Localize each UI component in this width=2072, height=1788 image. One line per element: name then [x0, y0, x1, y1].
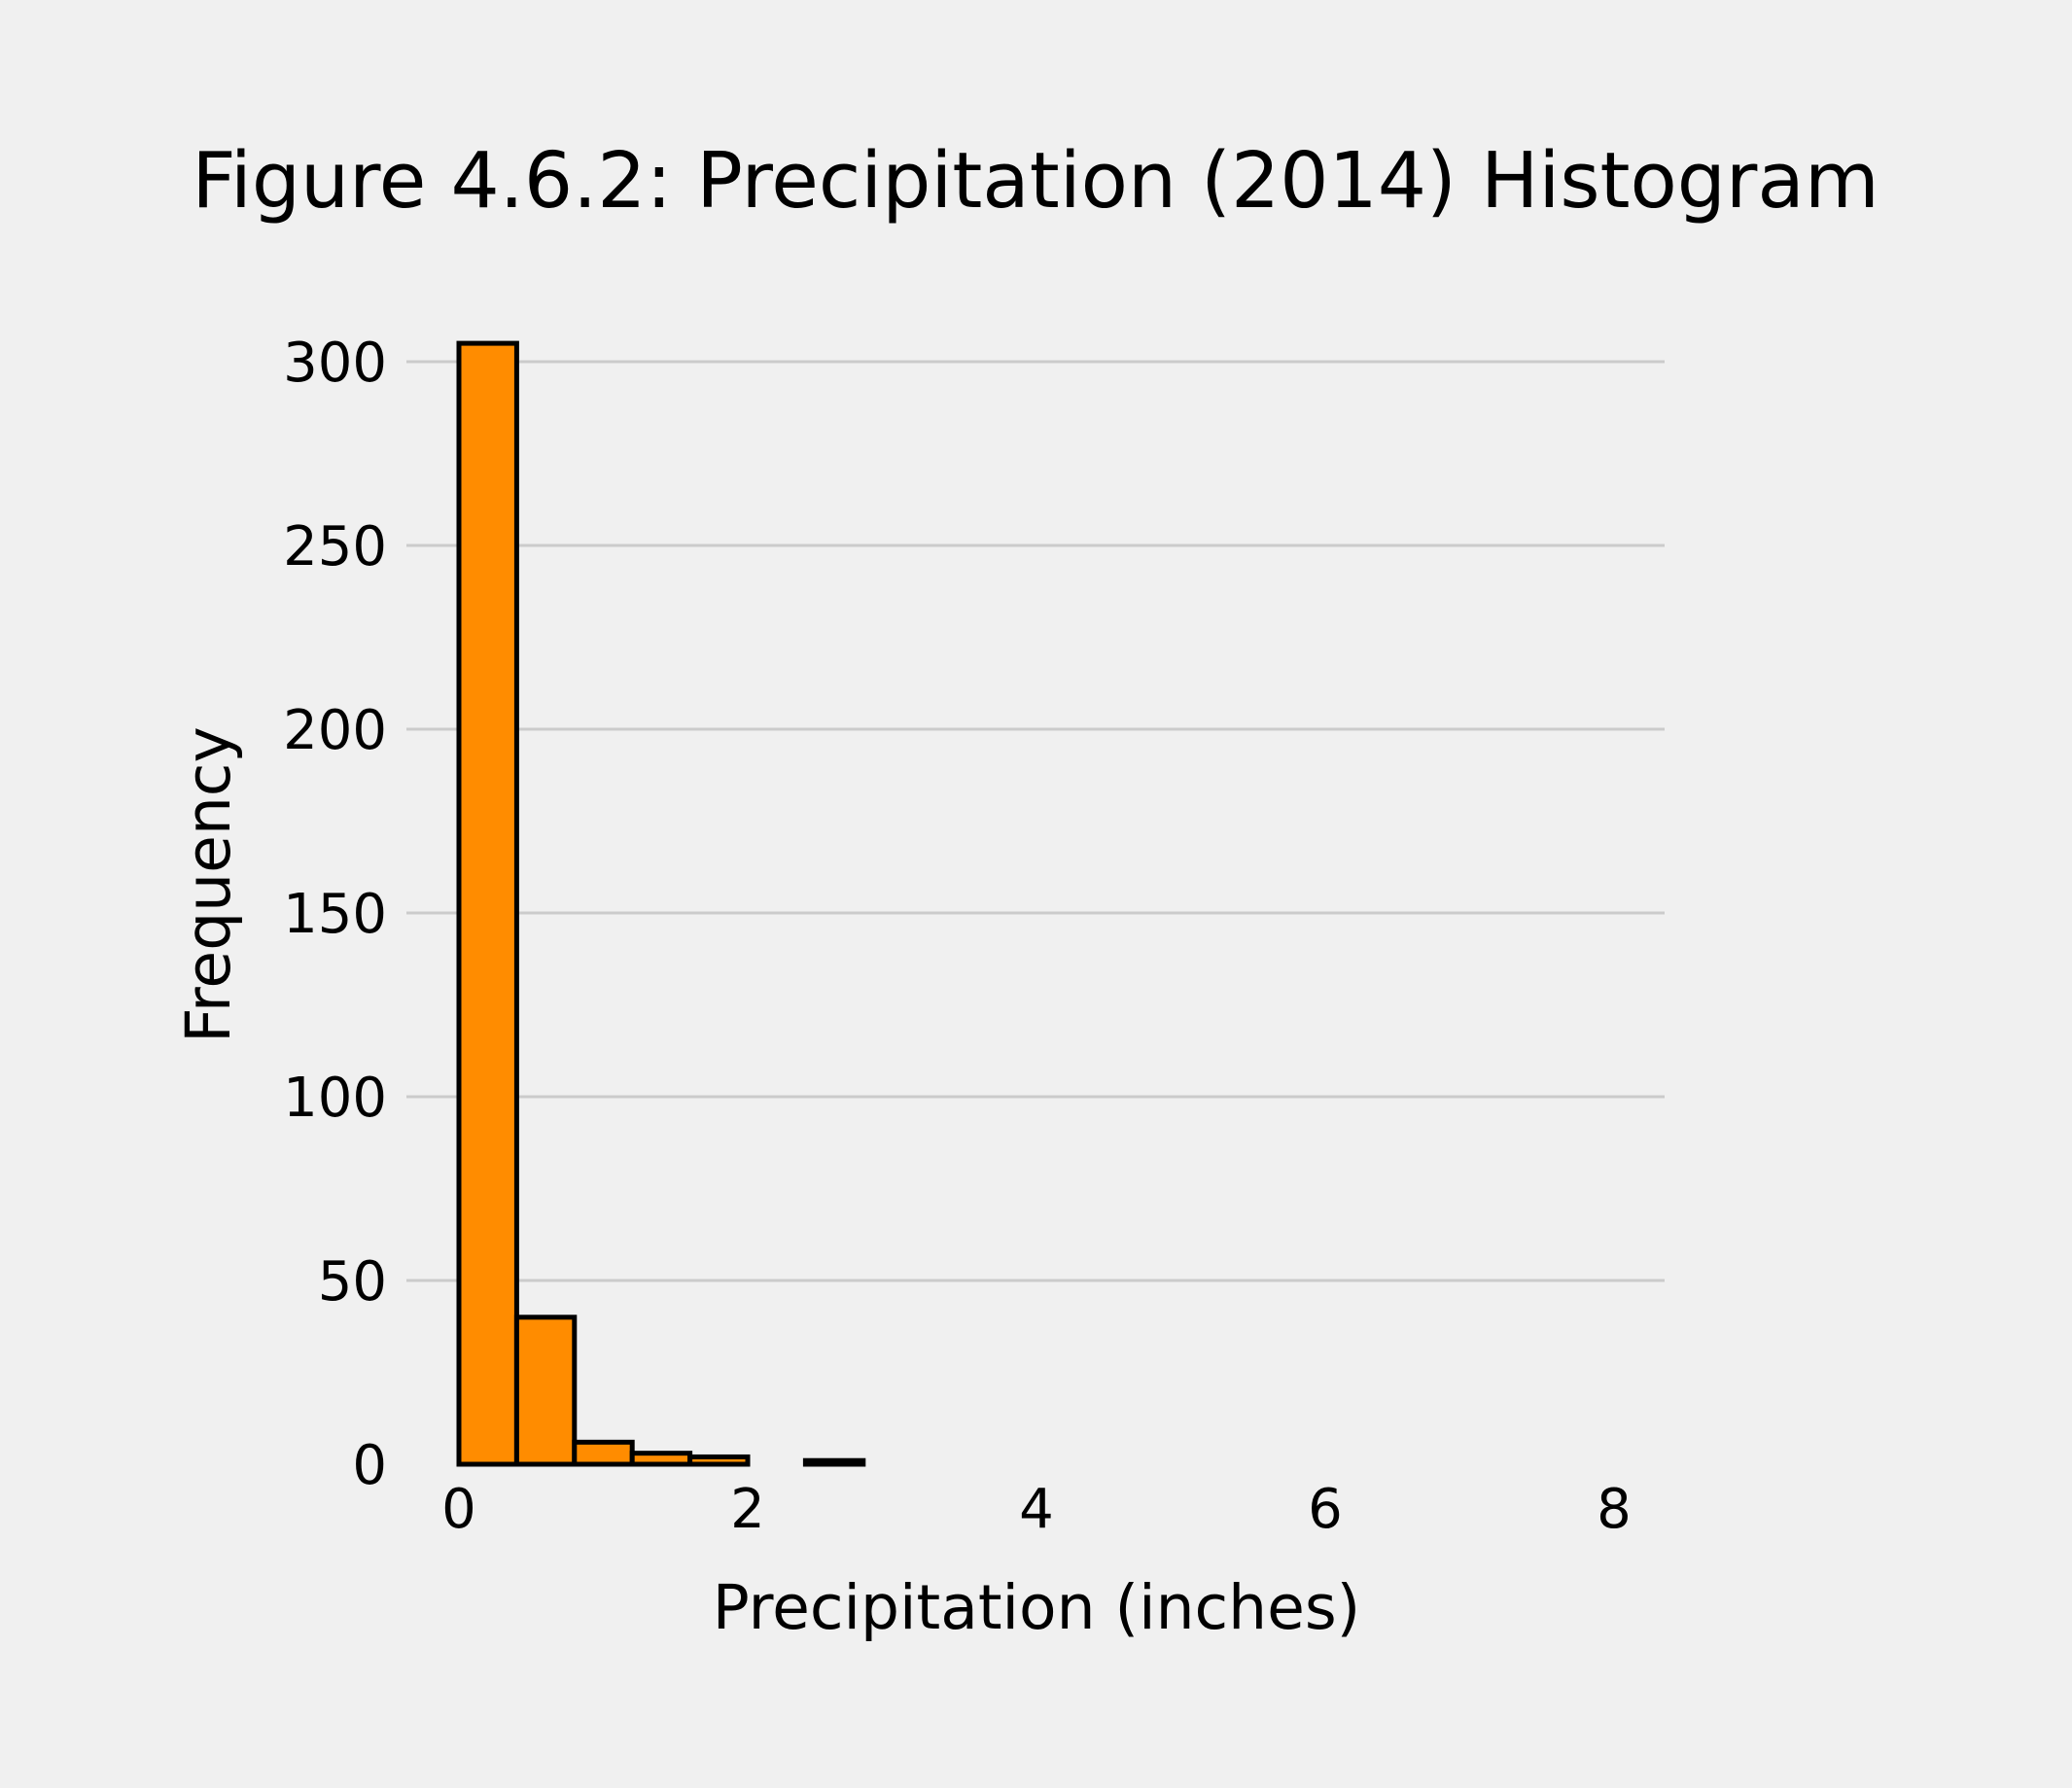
x-tick-label: 4 [1019, 1478, 1054, 1541]
x-tick-label: 2 [730, 1478, 765, 1541]
y-tick-label: 250 [283, 515, 387, 578]
y-tick-label: 100 [283, 1067, 387, 1130]
x-tick-label: 6 [1308, 1478, 1343, 1541]
histogram-bar [572, 1439, 635, 1467]
x-axis-ticks: 0 2 4 6 8 [441, 1478, 1632, 1541]
histogram-bars [456, 340, 866, 1467]
y-axis-ticks: 0 50 100 150 200 250 300 [283, 332, 387, 1497]
y-tick-label: 0 [352, 1434, 387, 1497]
histogram-bar [687, 1454, 751, 1467]
y-tick-label: 300 [283, 332, 387, 395]
gridlines [406, 360, 1665, 1282]
x-tick-label: 8 [1597, 1478, 1632, 1541]
chart-title: Figure 4.6.2: Precipitation (2014) Histo… [192, 136, 1879, 226]
histogram-bar [629, 1451, 693, 1467]
x-tick-label: 0 [441, 1478, 476, 1541]
y-tick-label: 150 [283, 883, 387, 946]
histogram-bar [513, 1315, 578, 1467]
y-axis-label: Frequency [173, 726, 244, 1042]
histogram-bar [456, 340, 519, 1467]
y-tick-label: 50 [318, 1250, 387, 1314]
x-axis-label: Precipitation (inches) [713, 1572, 1361, 1643]
histogram-bar [802, 1457, 866, 1467]
y-tick-label: 200 [283, 699, 387, 762]
